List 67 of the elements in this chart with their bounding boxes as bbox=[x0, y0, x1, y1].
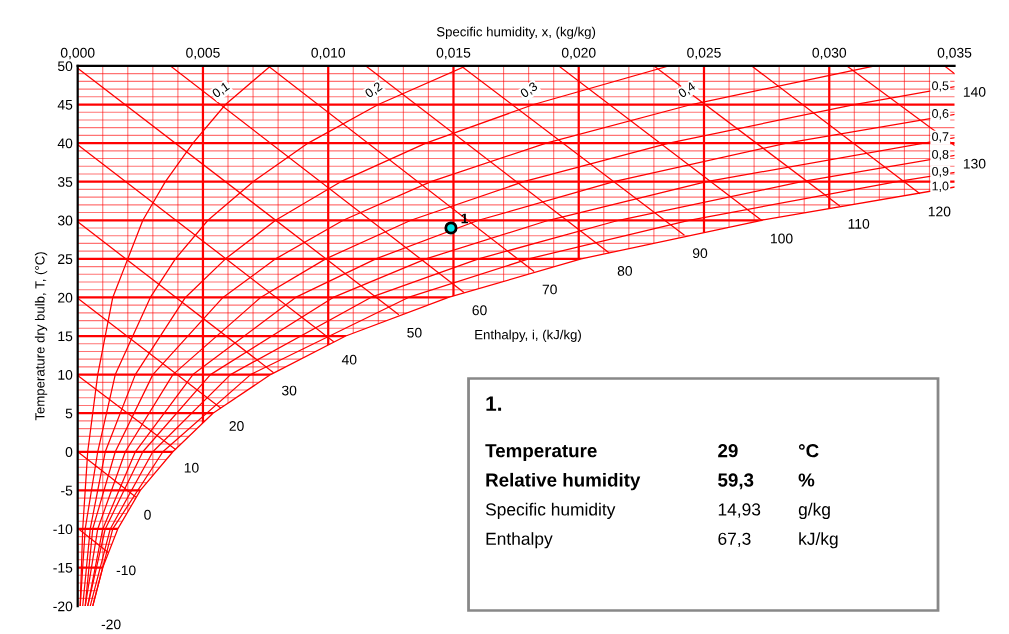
x-tick-label: 0,005 bbox=[186, 47, 220, 60]
annotation: 29 bbox=[718, 444, 738, 458]
annotation: Specific humidity bbox=[485, 502, 616, 520]
annotation: 10 bbox=[184, 462, 199, 473]
annotation: 1,0 bbox=[932, 181, 949, 192]
y-tick-label: 30 bbox=[57, 215, 73, 226]
y-tick-label: 50 bbox=[57, 61, 73, 72]
annotation: 14,93 bbox=[718, 503, 761, 518]
y-tick-label: 40 bbox=[57, 138, 73, 149]
y-tick-label: -5 bbox=[61, 485, 73, 496]
annotation: 60 bbox=[472, 305, 487, 316]
annotation: -10 bbox=[116, 565, 136, 576]
x-axis-title: Specific humidity, x, (kg/kg) bbox=[436, 26, 596, 40]
annotation: 130 bbox=[963, 158, 986, 169]
text: 1. bbox=[486, 396, 502, 411]
x-tick-label: 0,010 bbox=[311, 47, 346, 60]
annotation: 70 bbox=[542, 284, 557, 295]
y-tick-label: 15 bbox=[58, 331, 73, 342]
annotation: 0,6 bbox=[932, 109, 949, 120]
annotation: 0,7 bbox=[932, 132, 949, 143]
annotation: g/kg bbox=[798, 502, 830, 520]
y-tick-label: -10 bbox=[53, 524, 73, 535]
annotation: 0,3 bbox=[519, 81, 539, 100]
x-tick-label: 0,020 bbox=[561, 47, 596, 60]
annotation: 90 bbox=[692, 248, 708, 259]
annotation: 59,3 bbox=[718, 473, 754, 490]
y-tick-label: 35 bbox=[57, 177, 73, 187]
annotation: 0,1 bbox=[211, 81, 231, 100]
annotation: Enthalpy bbox=[486, 532, 553, 549]
annotation: 0,8 bbox=[932, 149, 949, 161]
annotation: Relative humidity bbox=[486, 472, 641, 491]
annotation: 40 bbox=[341, 354, 357, 365]
annotation: °C bbox=[798, 444, 819, 458]
annotation: 30 bbox=[281, 385, 297, 396]
annotation: kJ/kg bbox=[799, 532, 838, 549]
x-tick-label: 0,035 bbox=[937, 47, 972, 60]
y-tick-label: 25 bbox=[58, 254, 73, 265]
annotation: -20 bbox=[101, 619, 121, 630]
annotation: 50 bbox=[407, 327, 422, 338]
annotation: 140 bbox=[963, 86, 986, 97]
annotation: 80 bbox=[617, 266, 633, 276]
annotation: Enthalpy, i, (kJ/kg) bbox=[475, 329, 581, 342]
x-tick-label: 0,025 bbox=[687, 47, 721, 60]
y-axis-title: Temperature dry bulb, T, (°C) bbox=[34, 252, 48, 421]
x-tick-label: 0,030 bbox=[812, 47, 847, 60]
annotation: 110 bbox=[848, 218, 870, 229]
y-tick-label: 10 bbox=[58, 369, 73, 380]
y-tick-label: -20 bbox=[53, 601, 73, 612]
annotation: 0,2 bbox=[364, 81, 384, 100]
annotation: 100 bbox=[771, 233, 793, 244]
y-tick-label: 5 bbox=[65, 408, 73, 419]
y-tick-label: 0 bbox=[65, 447, 73, 457]
annotation: 0,5 bbox=[932, 81, 949, 92]
annotation: 67,3 bbox=[718, 532, 751, 547]
annotation: Temperature bbox=[485, 444, 597, 462]
y-tick-label: 45 bbox=[57, 100, 73, 110]
y-tick-label: 20 bbox=[58, 292, 73, 303]
annotation: 0 bbox=[144, 509, 151, 520]
y-tick-label: -15 bbox=[53, 563, 73, 573]
annotation: % bbox=[798, 473, 815, 487]
annotation: 120 bbox=[928, 206, 951, 217]
annotation: 0,9 bbox=[932, 166, 949, 178]
annotation: 0,4 bbox=[677, 81, 697, 100]
x-tick-label: 0,000 bbox=[60, 47, 95, 60]
annotation: 20 bbox=[229, 421, 244, 431]
x-tick-label: 0,015 bbox=[436, 47, 471, 60]
annotation: 1 bbox=[461, 213, 469, 224]
